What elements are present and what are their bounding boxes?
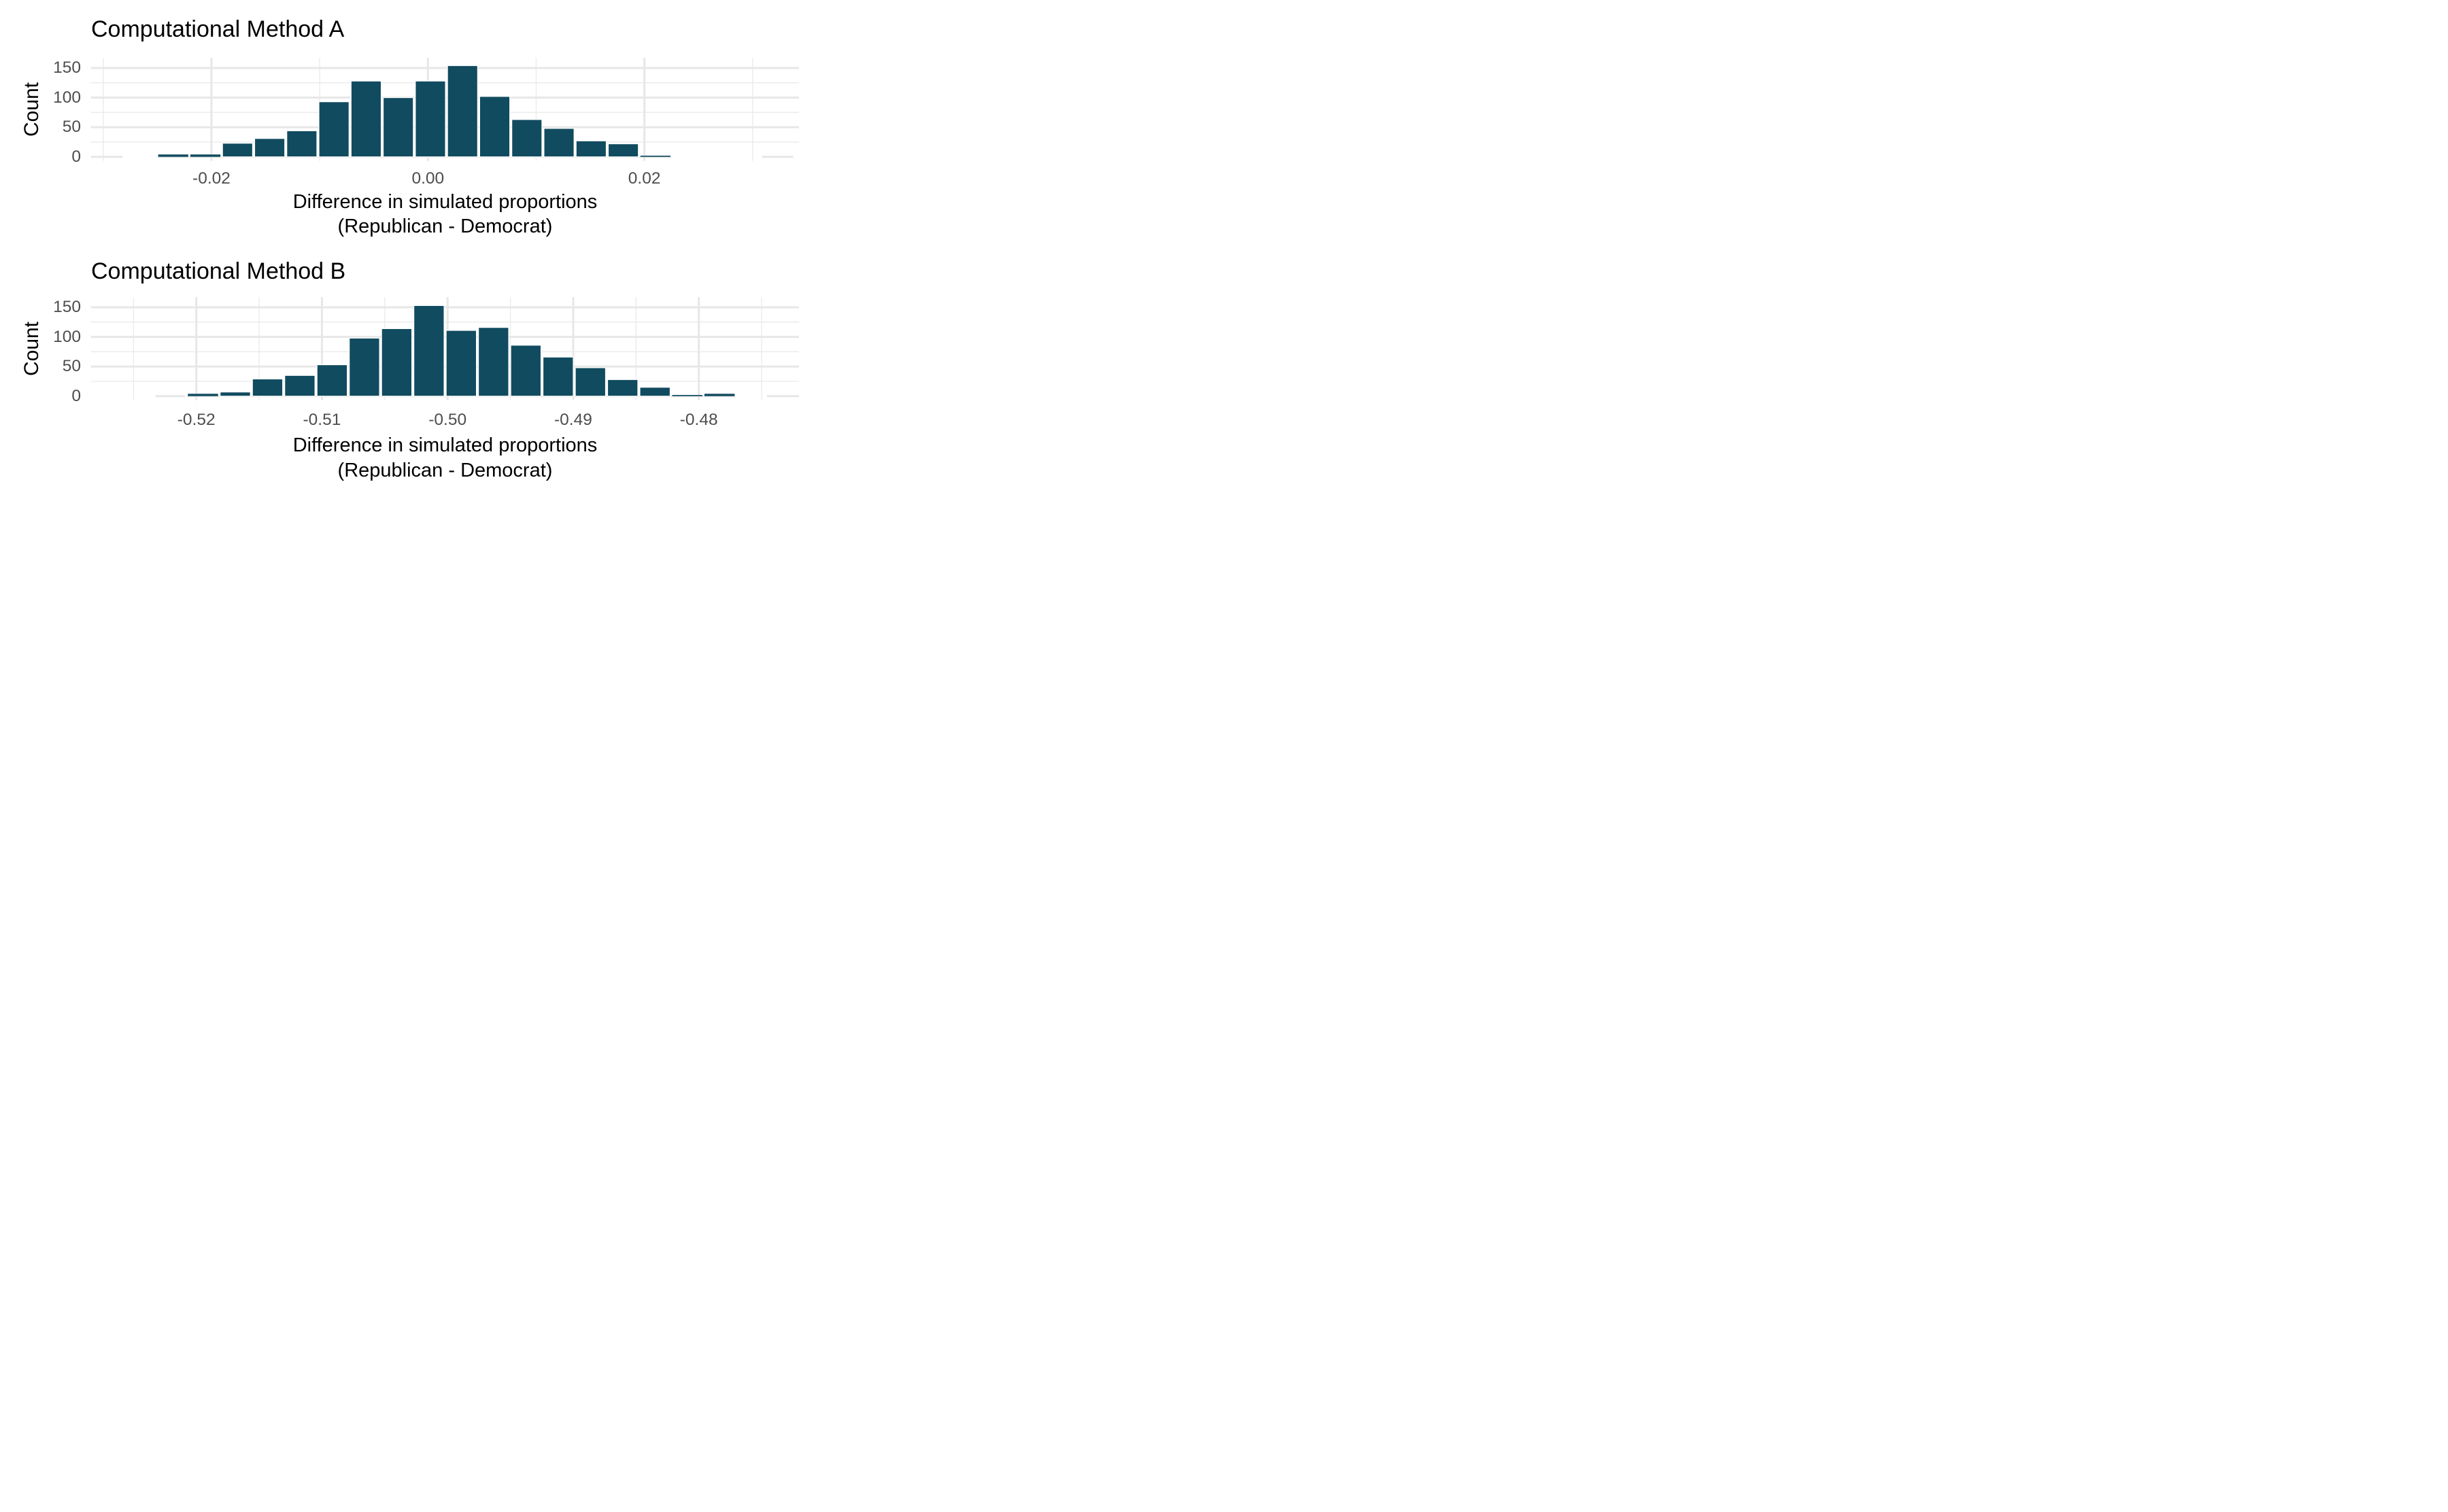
x-major-gridline xyxy=(698,297,700,400)
chart-a-x-axis-label-line2: (Republican - Democrat) xyxy=(337,216,553,237)
x-major-gridline xyxy=(195,297,198,400)
x-minor-gridline xyxy=(752,58,753,161)
x-tick-label: -0.52 xyxy=(177,411,216,429)
histogram-bar xyxy=(447,65,478,158)
x-tick-label: -0.51 xyxy=(303,411,341,429)
x-tick-label: -0.48 xyxy=(679,411,718,429)
zero-gridline-under-bars xyxy=(157,156,672,158)
histogram-bar xyxy=(639,387,671,397)
histogram-bar xyxy=(158,154,188,157)
zero-gridline-segment xyxy=(762,156,794,158)
histogram-bar xyxy=(381,328,413,397)
y-tick-label: 150 xyxy=(53,298,81,316)
y-tick-label: 150 xyxy=(53,58,81,77)
y-major-gridline xyxy=(90,306,800,309)
histogram-bar xyxy=(575,367,607,397)
histogram-bar xyxy=(349,337,380,397)
y-major-gridline xyxy=(90,67,800,69)
x-minor-gridline xyxy=(258,297,260,400)
zero-gridline-under-bars xyxy=(186,396,736,398)
histogram-bar xyxy=(477,327,509,397)
zero-gridline-segment xyxy=(155,395,185,398)
y-tick-label: 0 xyxy=(71,147,81,166)
histogram-bar xyxy=(286,130,318,158)
histogram-bar xyxy=(188,394,218,396)
x-major-gridline xyxy=(643,58,646,161)
chart-b-x-axis-label-line1: Difference in simulated proportions xyxy=(292,434,598,456)
x-minor-gridline xyxy=(535,58,537,161)
chart-a-title: Computational Method A xyxy=(91,16,345,42)
histogram-bar xyxy=(704,394,735,396)
charts-canvas xyxy=(90,58,800,400)
histogram-bar xyxy=(415,80,446,158)
y-major-gridline xyxy=(90,365,800,368)
histogram-bar xyxy=(607,143,639,158)
chart-b-x-axis-label-line2: (Republican - Democrat) xyxy=(337,460,553,481)
x-minor-gridline xyxy=(133,297,135,400)
histogram-bar xyxy=(575,140,607,158)
x-tick-label: 0.00 xyxy=(411,169,445,188)
x-minor-gridline xyxy=(761,297,762,400)
chart-b-title: Computational Method B xyxy=(91,258,346,284)
histogram-bar xyxy=(350,80,382,158)
y-major-gridline xyxy=(90,336,800,339)
histogram-bar xyxy=(220,392,251,397)
y-tick-label: 0 xyxy=(71,386,81,405)
histogram-bar xyxy=(542,356,574,397)
x-major-gridline xyxy=(572,297,575,400)
figure: Computational Method A Count Difference … xyxy=(0,0,816,504)
histogram-bar xyxy=(672,394,702,396)
histogram-bar xyxy=(640,155,671,157)
histogram-bar xyxy=(382,97,414,158)
x-tick-label: -0.49 xyxy=(554,411,592,429)
histogram-bar xyxy=(284,375,316,397)
y-tick-label: 50 xyxy=(62,357,81,376)
x-tick-label: -0.02 xyxy=(192,169,231,188)
y-tick-label: 100 xyxy=(53,88,81,107)
y-minor-gridline xyxy=(90,351,800,353)
x-tick-label: 0.02 xyxy=(628,169,661,188)
histogram-bar xyxy=(607,379,639,397)
zero-gridline-segment xyxy=(91,156,122,158)
histogram-bar xyxy=(222,143,254,158)
histogram-bar xyxy=(252,378,284,397)
histogram-bar xyxy=(318,101,350,158)
x-major-gridline xyxy=(320,297,323,400)
zero-gridline-segment xyxy=(767,395,799,398)
histogram-bar xyxy=(413,305,445,397)
histogram-bar xyxy=(511,119,543,158)
histogram-bar xyxy=(316,364,348,397)
chart-a-x-axis-label-line1: Difference in simulated proportions xyxy=(292,191,598,213)
x-major-gridline xyxy=(210,58,213,161)
histogram-bar xyxy=(445,330,477,397)
histogram-bar xyxy=(254,138,286,158)
histogram-bar xyxy=(510,345,542,397)
histogram-bar xyxy=(543,128,575,158)
x-tick-label: -0.50 xyxy=(428,411,467,429)
y-tick-label: 50 xyxy=(62,118,81,137)
y-tick-label: 100 xyxy=(53,327,81,346)
histogram-bar xyxy=(190,154,221,157)
histogram-bar xyxy=(479,96,511,158)
